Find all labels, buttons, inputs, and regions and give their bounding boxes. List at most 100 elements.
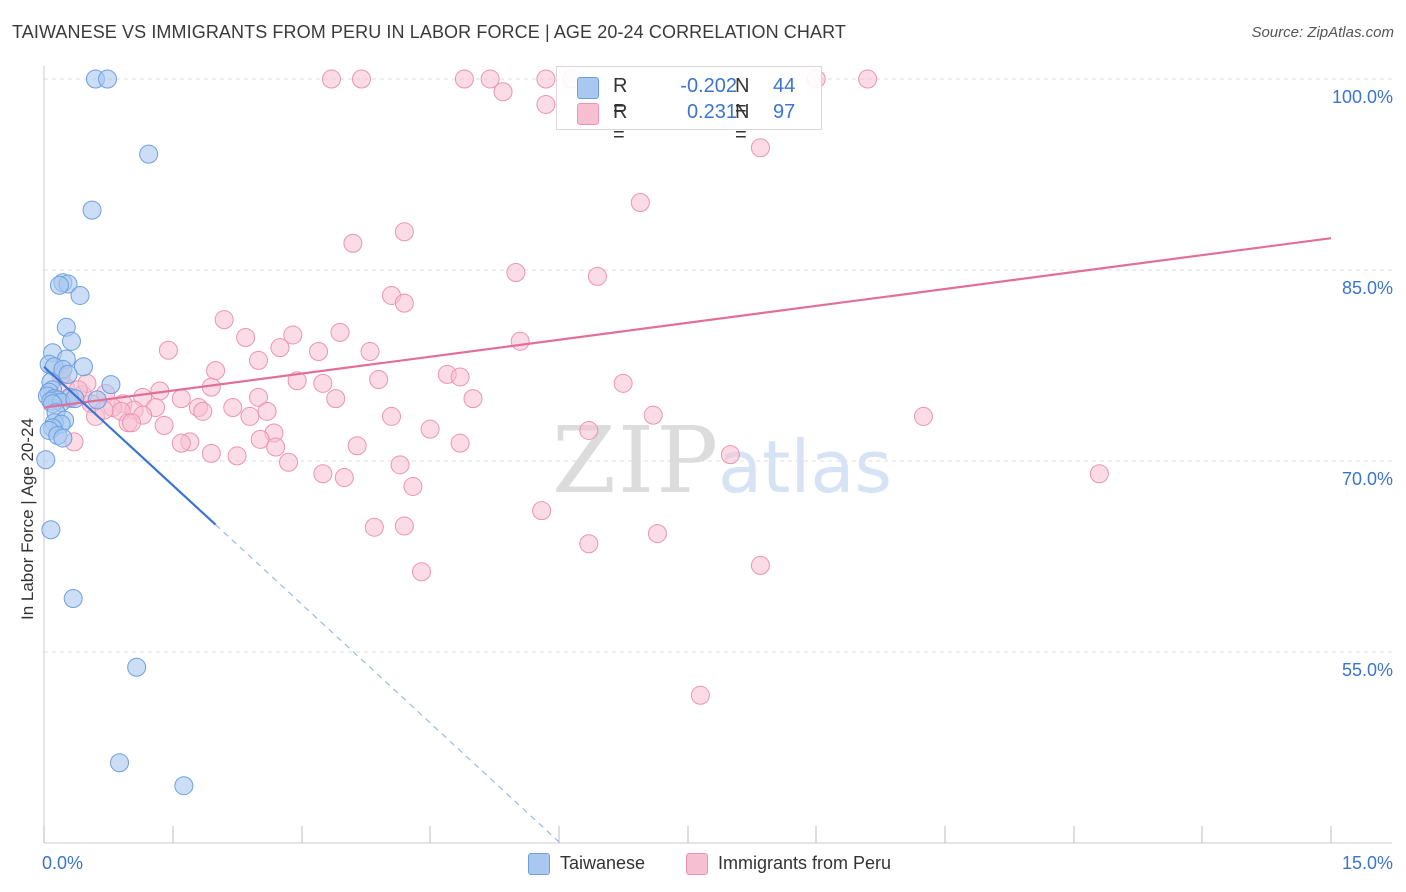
data-point-taiwanese (53, 428, 73, 448)
data-point-peru (420, 419, 440, 439)
data-point-peru (214, 310, 234, 330)
data-point-peru (720, 445, 740, 465)
data-point-peru (364, 517, 384, 537)
chart-title: TAIWANESE VS IMMIGRANTS FROM PERU IN LAB… (12, 22, 846, 42)
data-point-peru (394, 293, 414, 313)
data-point-peru (630, 193, 650, 213)
data-point-peru (236, 327, 256, 347)
data-point-peru (334, 468, 354, 488)
data-point-taiwanese (101, 375, 121, 395)
trend-line-taiwanese (43, 365, 217, 526)
legend-label: Immigrants from Peru (718, 853, 892, 873)
data-point-peru (450, 433, 470, 453)
trend-line-taiwanese-extension (215, 524, 560, 843)
data-point-peru (506, 263, 526, 283)
data-point-taiwanese (61, 331, 81, 351)
data-point-peru (750, 138, 770, 158)
data-point-peru (913, 406, 933, 426)
data-point-peru (270, 338, 290, 358)
watermark-atlas: atlas (718, 425, 892, 509)
data-point-peru (480, 69, 500, 89)
data-point-peru (193, 401, 213, 421)
data-point-peru (390, 455, 410, 475)
data-point-peru (201, 443, 221, 463)
y-tick-label: 100.0% (1332, 87, 1393, 107)
data-point-peru (240, 406, 260, 426)
data-point-peru (313, 373, 333, 393)
data-point-peru (360, 341, 380, 361)
watermark-zip: ZIP (552, 407, 720, 514)
data-point-taiwanese (97, 69, 117, 89)
data-point-peru (394, 222, 414, 242)
y-tick-label: 70.0% (1342, 469, 1393, 489)
y-axis-label: In Labor Force | Age 20-24 (18, 418, 37, 620)
data-point-peru (613, 373, 633, 393)
grid-lines (44, 78, 1392, 653)
x-tick-label: 0.0% (42, 853, 83, 873)
data-point-peru (579, 534, 599, 554)
data-point-peru (158, 340, 178, 360)
n-value: 97 (773, 101, 796, 123)
data-point-peru (257, 401, 277, 421)
source-label: Source: ZipAtlas.com (1251, 24, 1394, 41)
data-point-peru (587, 266, 607, 286)
r-value: 0.231 (686, 101, 737, 123)
y-tick-label: 55.0% (1342, 660, 1393, 680)
data-point-peru (227, 446, 247, 466)
data-point-peru (266, 437, 286, 457)
n-value: 44 (773, 75, 796, 97)
data-point-taiwanese (63, 589, 83, 609)
stats-legend: R = -0.202 N = 44 R = 0.231 N = 97 (556, 66, 822, 146)
data-point-peru (403, 476, 423, 496)
data-point-taiwanese (174, 776, 194, 796)
data-point-peru (287, 371, 307, 391)
x-tick-label: 15.0% (1342, 853, 1393, 873)
data-point-peru (326, 389, 346, 409)
legend-label: Taiwanese (560, 853, 646, 873)
data-point-peru (532, 501, 552, 521)
data-point-peru (313, 464, 333, 484)
r-label: R = (613, 101, 628, 146)
data-point-taiwanese (110, 753, 130, 773)
trend-line-peru (43, 237, 1332, 409)
data-point-peru (154, 415, 174, 435)
peru-legend-swatch (686, 853, 708, 875)
data-point-peru (321, 69, 341, 89)
data-point-taiwanese (36, 450, 56, 470)
data-point-peru (690, 685, 710, 705)
data-point-taiwanese (41, 520, 61, 540)
data-point-peru (249, 387, 268, 407)
data-point-peru (450, 367, 470, 387)
data-point-taiwanese (49, 275, 69, 295)
tick-labels: 55.0% 70.0% 85.0% 100.0% 0.0% 15.0% (42, 87, 1393, 873)
data-point-peru (1089, 464, 1109, 484)
n-label: N = (735, 101, 750, 146)
data-point-peru (394, 516, 414, 536)
data-point-peru (579, 420, 599, 440)
data-point-peru (647, 524, 667, 544)
data-point-peru (171, 389, 191, 409)
watermark: ZIP atlas (552, 407, 892, 514)
data-point-peru (351, 69, 371, 89)
data-point-peru (171, 433, 191, 453)
data-point-peru (369, 370, 389, 390)
data-point-peru (283, 325, 303, 345)
trend-lines (43, 237, 1332, 843)
data-point-taiwanese (82, 200, 102, 220)
data-point-peru (223, 398, 243, 418)
n-label: N = (735, 75, 750, 120)
data-point-peru (750, 555, 770, 575)
data-point-taiwanese (127, 657, 147, 677)
data-point-peru (206, 361, 226, 381)
data-point-peru (249, 350, 268, 370)
data-point-peru (536, 94, 556, 114)
data-point-taiwanese (139, 144, 159, 164)
data-point-peru (493, 82, 513, 102)
taiwanese-swatch (577, 77, 599, 99)
data-point-peru (858, 69, 878, 89)
data-point-peru (122, 413, 142, 433)
data-point-peru (454, 69, 474, 89)
data-point-taiwanese (58, 364, 78, 384)
data-point-peru (643, 405, 663, 425)
